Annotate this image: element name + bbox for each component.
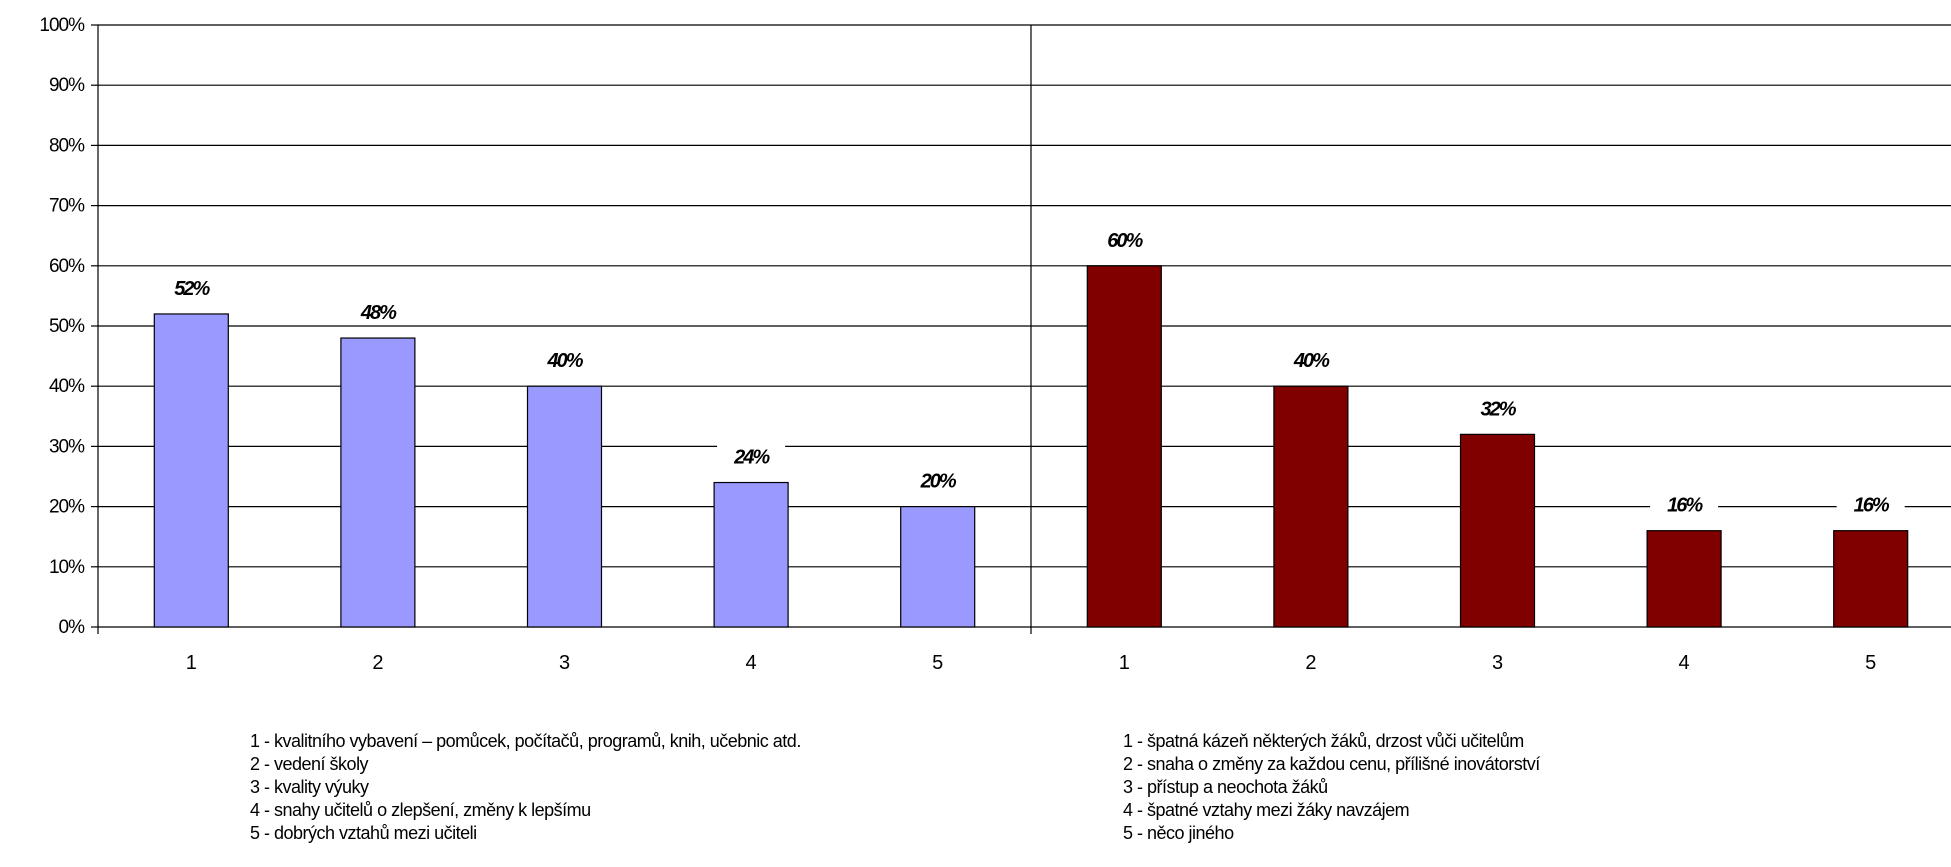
data-label: 48% [360,302,397,324]
x-tick-label: 2 [372,652,383,674]
data-label-bg [157,275,226,300]
legend-left-item-4: 4 - snahy učitelů o zlepšení, změny k le… [250,800,591,820]
x-tick-label: 4 [746,652,757,674]
bar [1273,385,1349,628]
data-label-bg [530,348,599,373]
data-label: 20% [920,471,957,493]
legend-right: 1 - špatná kázeň některých žáků, drzost … [1123,730,1540,845]
x-tick-label: 1 [1119,652,1130,674]
bar-chart: 0% 10% 20% 30% 40% 50% 60% 70% 80% 90% 100% 52% 1 48%… [39,15,1951,674]
y-tick-label: 20% [49,497,85,518]
data-label: 16% [1854,495,1890,517]
y-tick-label: 100% [39,15,85,36]
data-label-bg [1090,227,1159,252]
bar [1086,265,1162,628]
legend-left-item-5: 5 - dobrých vztahů mezi učiteli [250,823,477,843]
data-label: 52% [174,278,210,300]
y-tick-label: 90% [49,75,85,96]
data-label-bg [1463,396,1532,421]
bar [713,481,789,628]
legend-left-item-1: 1 - kvalitního vybavení – pomůcek, počít… [250,731,801,751]
bar [526,385,603,628]
data-label: 24% [733,447,770,469]
y-tick-label: 10% [49,557,85,578]
data-label: 32% [1480,398,1516,420]
data-label-bg [717,444,786,469]
y-tick-label: 30% [49,436,85,457]
bar [900,506,976,628]
legend-right-item-4: 4 - špatné vztahy mezi žáky navzájem [1123,800,1410,820]
bar [1459,433,1536,628]
x-tick-label: 4 [1679,652,1690,674]
y-tick-label: 70% [49,196,85,217]
data-label: 16% [1667,495,1703,517]
x-tick-label: 1 [186,652,197,674]
data-label-bg [903,468,972,493]
bar [340,337,416,628]
bar [1833,530,1909,628]
legend-right-item-2: 2 - snaha o změny za každou cenu, příliš… [1123,754,1540,774]
legend-right-item-3: 3 - přístup a neochota žáků [1123,777,1328,797]
y-tick-label: 40% [49,376,85,397]
x-tick-label: 3 [1492,652,1503,674]
x-tick-label: 2 [1305,652,1316,674]
data-label-bg [1836,492,1905,517]
data-label-bg [1276,348,1345,373]
y-tick-label: 50% [49,316,85,337]
data-label-bg [1650,492,1719,517]
y-tick-label: 80% [49,135,85,156]
bar [153,313,229,628]
data-label: 60% [1107,230,1143,252]
x-tick-label: 5 [932,652,943,674]
legend-left: 1 - kvalitního vybavení – pomůcek, počít… [250,730,801,845]
legend-left-item-3: 3 - kvality výuky [250,777,369,797]
x-tick-label: 3 [559,652,570,674]
legend-right-item-5: 5 - něco jiného [1123,823,1234,843]
legend-left-item-2: 2 - vedení školy [250,754,369,774]
data-label: 40% [1293,350,1330,372]
y-tick-label: 0% [59,617,86,638]
legend-right-item-1: 1 - špatná kázeň některých žáků, drzost … [1123,731,1524,751]
bar [1646,530,1722,628]
y-tick-label: 60% [49,256,85,277]
x-tick-label: 5 [1865,652,1876,674]
data-label: 40% [546,350,583,372]
data-label-bg [343,300,412,325]
